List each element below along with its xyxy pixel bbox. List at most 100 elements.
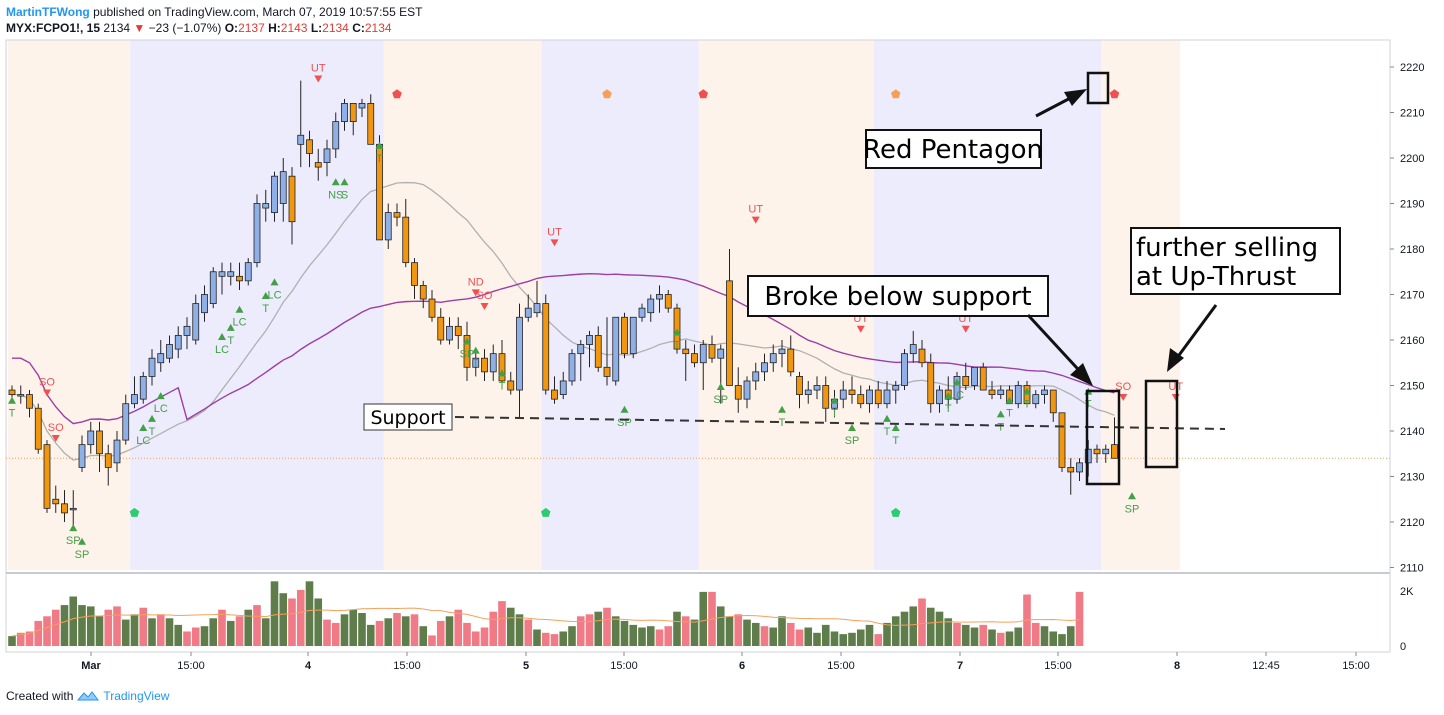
candle-body — [533, 303, 541, 314]
candle-body — [113, 439, 121, 464]
volume-bar-74 — [655, 629, 664, 646]
volume-bar-26 — [235, 616, 244, 646]
candle-body — [664, 294, 672, 309]
signal-up-icon-35 — [944, 392, 953, 400]
candle-41 — [367, 94, 375, 145]
volume-bar-47 — [419, 626, 428, 646]
volume-bar-91 — [804, 627, 813, 646]
candle-body — [323, 148, 331, 163]
volume-bar-100 — [883, 622, 891, 646]
candle-45 — [402, 198, 410, 268]
candle-body — [551, 389, 558, 400]
candle-122 — [1076, 458, 1083, 482]
candle-98 — [866, 385, 873, 413]
candle-92 — [813, 376, 821, 400]
candle-24 — [218, 262, 226, 295]
open-label: O: — [224, 21, 239, 35]
volume-bar-101 — [891, 616, 900, 646]
candle-27 — [244, 258, 252, 286]
support-box — [363, 403, 453, 431]
candle-120 — [1058, 412, 1066, 472]
volume-bar-32 — [288, 598, 296, 646]
volume-bar-70 — [620, 620, 629, 646]
signal-label-41: SP — [1125, 503, 1140, 515]
signal-label-27: T — [779, 417, 786, 429]
candle-body — [761, 362, 768, 373]
candle-body — [612, 316, 620, 382]
candle-102 — [901, 349, 908, 391]
candle-86 — [761, 353, 768, 381]
volume-bar-112 — [988, 629, 996, 646]
volume-tick-label: 2K — [1400, 586, 1414, 598]
signal-up-icon-7 — [156, 392, 165, 400]
volume-bar-90 — [795, 629, 804, 646]
candle-39 — [349, 103, 357, 136]
candle-121 — [1067, 458, 1075, 495]
candle-109 — [962, 362, 970, 391]
signal-up-icon-28 — [830, 396, 839, 404]
volume-bar-42 — [375, 620, 384, 646]
candle-62 — [551, 376, 558, 404]
signal-label-20: T — [472, 358, 479, 370]
volume-bar-119 — [1049, 631, 1058, 646]
volume-bar-113 — [996, 632, 1005, 646]
volume-bar-8 — [78, 605, 86, 646]
volume-bar-111 — [979, 624, 988, 646]
author-link[interactable]: MartinTFWong — [6, 5, 90, 19]
candle-112 — [988, 380, 996, 400]
candle-9 — [87, 421, 95, 454]
signal-up-icon-36 — [996, 410, 1005, 418]
price-tick-label: 2200 — [1400, 153, 1424, 165]
candle-93 — [822, 376, 830, 422]
candle-119 — [1049, 389, 1057, 422]
signal-label-18: SO — [477, 290, 493, 302]
pentagon-orange-6 — [891, 89, 901, 99]
signal-down-icon-30 — [856, 325, 865, 333]
candle-body — [209, 271, 217, 305]
candle-51 — [454, 317, 462, 350]
signal-label-5: LC — [136, 435, 150, 447]
signal-up-icon-38 — [1023, 387, 1031, 395]
candle-body — [734, 385, 742, 400]
signal-up-icon-12 — [270, 278, 279, 286]
candle-63 — [559, 371, 567, 400]
candle-55 — [489, 344, 497, 381]
candle-78 — [691, 344, 698, 368]
candle-body — [17, 394, 25, 397]
volume-bar-54 — [480, 627, 489, 646]
pentagon-markers — [129, 89, 1120, 517]
signal-label-36: T — [997, 421, 1004, 433]
price-tick-label: 2160 — [1400, 335, 1424, 347]
candle-body — [61, 503, 68, 514]
candle-17 — [157, 340, 165, 372]
signal-up-icon-29 — [848, 424, 856, 431]
candle-97 — [857, 385, 865, 409]
tradingview-brand[interactable]: TradingView — [103, 689, 170, 703]
candle-57 — [507, 371, 515, 395]
candle-body — [402, 216, 410, 264]
volume-bar-66 — [585, 614, 594, 646]
volume-bar-96 — [848, 632, 856, 646]
candle-105 — [927, 353, 935, 413]
candle-body — [953, 375, 961, 400]
candle-body — [297, 134, 305, 145]
signal-down-icon-22 — [550, 239, 559, 247]
candle-50 — [446, 317, 453, 345]
candle-117 — [1032, 390, 1040, 409]
candle-body — [489, 353, 497, 373]
volume-bar-68 — [603, 607, 611, 646]
candle-body — [778, 348, 786, 355]
volume-bar-58 — [515, 614, 524, 646]
candle-29 — [262, 189, 270, 222]
candle-108 — [953, 371, 961, 404]
time-tick-label: 15:00 — [393, 660, 421, 672]
pentagon-green-2 — [541, 507, 551, 517]
volume-bar-51 — [454, 609, 463, 646]
candle-10 — [96, 421, 103, 472]
price-tick-label: 2130 — [1400, 472, 1424, 484]
candle-12 — [113, 431, 121, 472]
candle-90 — [796, 371, 803, 409]
session-shading — [7, 40, 1181, 570]
candle-body — [262, 203, 270, 209]
